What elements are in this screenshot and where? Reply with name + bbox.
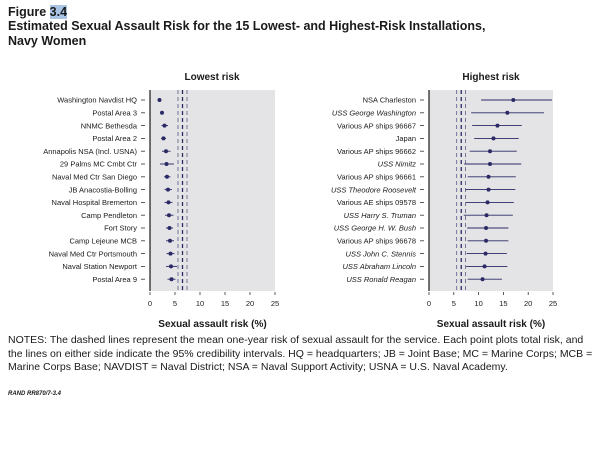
lowest-category-label: Postal Area 9 bbox=[92, 275, 137, 284]
lowest-category-label: Postal Area 2 bbox=[92, 134, 137, 143]
lowest-category-label: Naval Station Newport bbox=[62, 262, 138, 271]
figure-title-line1: Estimated Sexual Assault Risk for the 15… bbox=[8, 19, 486, 33]
lowest-category-label: Camp Lejeune MCB bbox=[69, 237, 137, 246]
lowest-category-label: Washington Navdist HQ bbox=[57, 96, 137, 105]
source-label: RAND RR870/7-3.4 bbox=[8, 391, 62, 397]
highest-x-tick-label: 20 bbox=[524, 299, 532, 308]
highest-data-point bbox=[484, 226, 489, 230]
highest-category-label: USS George H. W. Bush bbox=[334, 224, 416, 233]
highest-data-point bbox=[495, 123, 500, 128]
lowest-category-label: Naval Hospital Bremerton bbox=[52, 198, 137, 207]
lowest-x-tick-label: 15 bbox=[221, 299, 229, 308]
highest-panel-background bbox=[429, 90, 553, 291]
lowest-category-label: 29 Palms MC Cmbt Ctr bbox=[60, 160, 138, 169]
lowest-data-point bbox=[166, 200, 171, 205]
figure-label: Figure 3.4 bbox=[8, 5, 68, 19]
highest-category-label: Various AP ships 96662 bbox=[337, 147, 416, 156]
lowest-panel-background bbox=[150, 90, 275, 291]
lowest-data-point bbox=[169, 264, 173, 269]
lowest-category-label: Annapolis NSA (Incl. USNA) bbox=[43, 147, 137, 156]
lowest-x-tick-label: 25 bbox=[271, 299, 279, 308]
highest-data-point bbox=[486, 187, 491, 192]
lowest-x-axis-label: Sexual assault risk (%) bbox=[158, 319, 266, 330]
lowest-category-label: NNMC Bethesda bbox=[81, 121, 138, 130]
lowest-category-label: Naval Med Ctr Portsmouth bbox=[49, 249, 137, 258]
lowest-data-point bbox=[162, 123, 167, 128]
highest-data-point bbox=[484, 213, 489, 218]
lowest-data-point bbox=[164, 149, 168, 154]
highest-category-label: USS Theodore Roosevelt bbox=[331, 185, 417, 194]
lowest-data-point bbox=[157, 98, 162, 102]
highest-category-label: Japan bbox=[396, 134, 416, 143]
lowest-data-point bbox=[164, 162, 169, 166]
highest-category-label: Various AE ships 09578 bbox=[337, 198, 416, 207]
highest-data-point bbox=[483, 251, 488, 256]
lowest-x-tick-label: 20 bbox=[246, 299, 254, 308]
lowest-data-point bbox=[160, 110, 164, 115]
highest-category-label: USS Ronald Reagan bbox=[346, 275, 416, 284]
notes: NOTES: The dashed lines represent the me… bbox=[8, 334, 593, 373]
figure-title-line2: Navy Women bbox=[8, 34, 87, 48]
lowest-category-label: JB Anacostia-Bolling bbox=[69, 185, 137, 194]
highest-x-tick-label: 10 bbox=[474, 299, 482, 308]
highest-data-point bbox=[488, 162, 493, 166]
highest-category-label: Various AP ships 96678 bbox=[337, 237, 416, 246]
highest-data-point bbox=[486, 174, 491, 179]
lowest-x-tick-label: 10 bbox=[196, 299, 204, 308]
lowest-data-point bbox=[166, 187, 170, 192]
lowest-data-point bbox=[169, 277, 174, 282]
highest-category-label: USS Nimitz bbox=[378, 160, 417, 169]
lowest-x-tick-label: 0 bbox=[148, 299, 152, 308]
lowest-panel-title: Lowest risk bbox=[184, 72, 239, 83]
highest-data-point bbox=[491, 136, 496, 141]
lowest-data-point bbox=[167, 226, 172, 230]
chart-area: Lowest risk Washington Navdist HQ Postal A… bbox=[43, 72, 557, 330]
lowest-category-label: Fort Story bbox=[104, 224, 137, 233]
lowest-data-point bbox=[168, 251, 173, 256]
lowest-category-label: Camp Pendleton bbox=[81, 211, 137, 220]
highest-data-point bbox=[511, 98, 516, 102]
highest-data-point bbox=[484, 238, 489, 243]
highest-x-axis-label: Sexual assault risk (%) bbox=[437, 319, 545, 330]
lowest-data-point bbox=[161, 136, 166, 141]
highest-category-label: USS John C. Stennis bbox=[346, 249, 417, 258]
lowest-data-point bbox=[165, 174, 169, 179]
lowest-x-tick-label: 5 bbox=[173, 299, 177, 308]
highest-panel-title: Highest risk bbox=[462, 72, 520, 83]
highest-category-label: Various AP ships 96667 bbox=[337, 121, 416, 130]
highest-category-label: NSA Charleston bbox=[363, 96, 416, 105]
highest-x-tick-label: 0 bbox=[427, 299, 431, 308]
highest-data-point bbox=[505, 110, 510, 115]
figure-label-prefix: Figure bbox=[8, 5, 50, 19]
highest-category-label: USS Harry S. Truman bbox=[344, 211, 416, 220]
lowest-category-label: Naval Med Ctr San Diego bbox=[52, 173, 137, 182]
lowest-data-point bbox=[167, 213, 171, 218]
highest-x-tick-label: 25 bbox=[549, 299, 557, 308]
highest-data-point bbox=[480, 277, 485, 282]
lowest-category-label: Postal Area 3 bbox=[92, 109, 137, 118]
highest-data-point bbox=[485, 200, 490, 205]
highest-data-point bbox=[482, 264, 487, 269]
highest-category-label: Various AP ships 96661 bbox=[337, 173, 416, 182]
highest-category-label: USS Abraham Lincoln bbox=[342, 262, 416, 271]
figure-number: 3.4 bbox=[49, 5, 68, 19]
figure-title: Estimated Sexual Assault Risk for the 15… bbox=[8, 19, 568, 49]
highest-x-tick-label: 15 bbox=[499, 299, 507, 308]
highest-data-point bbox=[488, 149, 493, 154]
lowest-data-point bbox=[168, 238, 172, 243]
highest-category-label: USS George Washington bbox=[332, 109, 416, 118]
highest-x-tick-label: 5 bbox=[452, 299, 456, 308]
